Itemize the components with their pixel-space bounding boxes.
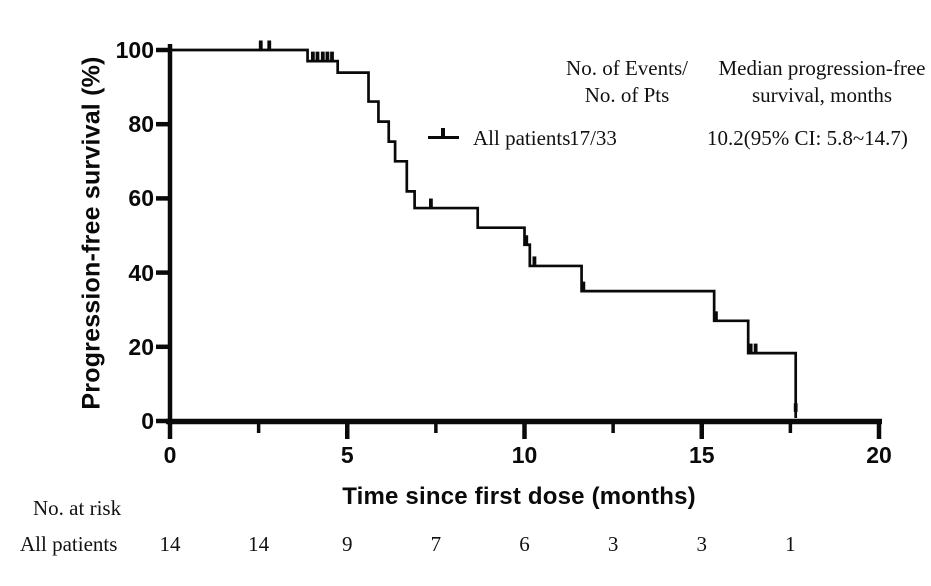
x-tick-label: 10 [511,442,538,468]
legend-column-header-events: No. of Events/ No. of Pts [566,55,688,109]
risk-count: 1 [785,532,796,556]
censor-tick-icon [441,128,445,139]
y-tick-label: 0 [141,408,154,434]
legend-events-value: 17/33 [569,126,617,150]
x-tick-label: 15 [688,442,715,468]
risk-table-title: No. at risk [33,496,122,520]
risk-count: 9 [342,532,353,556]
x-tick-label: 5 [340,442,354,468]
risk-count: 14 [159,532,181,556]
curve-legend-swatch [428,128,459,139]
risk-count: 3 [607,532,619,556]
risk-count: 14 [248,532,270,556]
y-tick-label: 40 [128,259,154,286]
x-tick-label: 20 [866,442,892,468]
x-axis-title: Time since first dose (months) [342,483,696,510]
km-curve-all-patients [170,48,798,419]
risk-count: 6 [519,532,530,556]
y-tick-label: 80 [128,111,154,138]
legend-median-value: 10.2(95% CI: 5.8~14.7) [707,126,908,150]
legend-series-label: All patients [473,126,571,150]
y-tick-label: 100 [115,37,154,63]
legend-header-median-line2: survival, months [751,83,892,107]
legend-header-median-line1: Median progression-free [718,56,926,80]
x-tick-label: 0 [163,442,177,468]
risk-count: 7 [430,532,442,556]
y-tick-label: 20 [128,333,154,360]
legend-header-events-line1: No. of Events/ [566,56,688,80]
legend-column-header-median: Median progression-free survival, months [718,55,925,109]
y-tick-label: 60 [128,185,154,212]
legend-header-events-line2: No. of Pts [584,83,670,107]
risk-table-row-label: All patients [20,532,118,556]
risk-count: 3 [696,532,708,556]
